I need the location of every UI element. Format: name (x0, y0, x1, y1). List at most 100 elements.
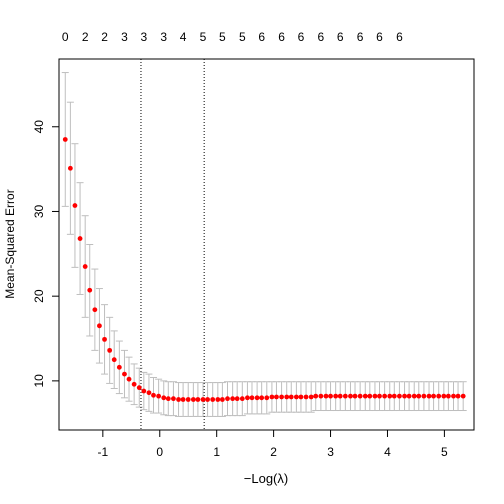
data-point (234, 396, 240, 402)
data-point (387, 393, 393, 399)
data-points (62, 137, 466, 402)
x-axis: -1 0 1 2 3 4 5 (97, 429, 448, 459)
top-axis-label: 6 (298, 30, 305, 44)
data-point (377, 393, 382, 399)
data-point (436, 393, 442, 399)
x-tick-label: 0 (156, 445, 163, 459)
data-point (116, 364, 122, 370)
data-point (82, 264, 88, 269)
data-point (313, 393, 319, 399)
top-axis-label: 6 (337, 30, 344, 44)
data-point (215, 397, 221, 402)
x-tick-label: -1 (97, 445, 108, 459)
top-axis-label: 2 (101, 30, 108, 44)
data-point (421, 393, 427, 399)
data-point (111, 357, 117, 363)
data-point (455, 393, 461, 399)
data-point (239, 396, 245, 402)
data-point (372, 393, 378, 399)
data-point (323, 393, 329, 399)
y-tick-label: 20 (32, 289, 46, 303)
top-axis-label: 5 (239, 30, 246, 44)
data-point (225, 396, 230, 402)
data-point (200, 397, 206, 402)
error-bars (61, 72, 467, 417)
top-axis-label: 5 (200, 30, 207, 44)
data-point (284, 394, 290, 400)
x-tick-label: 3 (327, 445, 334, 459)
data-point (126, 376, 132, 382)
data-point (195, 397, 201, 402)
data-point (87, 287, 93, 293)
data-point (279, 394, 284, 400)
data-point (445, 393, 451, 399)
y-axis: 10 20 30 40 (32, 120, 60, 388)
top-axis-label: 6 (258, 30, 265, 44)
data-point (67, 165, 73, 171)
data-point (308, 394, 314, 400)
top-axis-label: 2 (82, 30, 89, 44)
y-tick-label: 30 (32, 204, 46, 218)
data-point (367, 393, 373, 399)
data-point (230, 396, 236, 402)
data-point (107, 347, 113, 353)
data-point (391, 393, 397, 399)
y-axis-label: Mean-Squared Error (3, 189, 17, 298)
data-point (156, 393, 162, 399)
data-point (342, 393, 348, 399)
data-point (151, 392, 156, 398)
data-point (245, 395, 250, 401)
data-point (122, 371, 127, 377)
data-point (328, 393, 333, 399)
x-tick-label: 1 (213, 445, 220, 459)
data-point (411, 393, 417, 399)
top-axis-label: 3 (121, 30, 128, 44)
data-point (205, 397, 210, 402)
y-tick-label: 40 (32, 120, 46, 134)
data-point (254, 395, 260, 401)
data-point (171, 396, 176, 402)
data-point (431, 393, 436, 399)
data-point (441, 393, 447, 399)
data-point (318, 393, 324, 399)
data-point (102, 336, 107, 342)
data-point (303, 394, 309, 400)
data-point (357, 393, 363, 399)
data-point (269, 394, 275, 400)
data-point (382, 393, 388, 399)
data-point (264, 395, 270, 401)
data-point (274, 394, 279, 400)
top-axis-label: 4 (180, 30, 187, 44)
data-point (249, 395, 255, 401)
data-point (451, 393, 456, 399)
data-point (293, 394, 299, 400)
data-point (92, 307, 98, 313)
data-point (210, 397, 216, 402)
x-tick-label: 4 (384, 445, 391, 459)
top-axis-label: 3 (160, 30, 167, 44)
top-axis-label: 6 (318, 30, 325, 44)
data-point (190, 397, 196, 402)
data-point (460, 393, 466, 399)
data-point (402, 393, 407, 399)
data-point (288, 394, 294, 400)
data-point (362, 393, 368, 399)
data-point (161, 395, 167, 401)
top-axis-label: 3 (140, 30, 147, 44)
reference-lines (140, 59, 205, 430)
data-point (146, 390, 152, 396)
data-point (259, 395, 265, 401)
x-tick-label: 2 (270, 445, 277, 459)
data-point (62, 137, 68, 142)
data-point (136, 385, 142, 391)
data-point (352, 393, 358, 399)
top-axis-label: 6 (278, 30, 285, 44)
x-tick-label: 5 (441, 445, 448, 459)
data-point (180, 397, 186, 402)
y-tick-label: 10 (32, 374, 46, 388)
data-point (141, 388, 147, 394)
data-point (348, 393, 353, 399)
data-point (77, 236, 83, 241)
top-axis-label: 6 (396, 30, 403, 44)
